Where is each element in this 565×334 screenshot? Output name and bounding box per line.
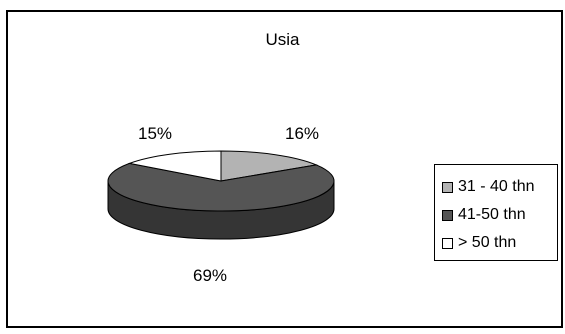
pie-slice-over-50 bbox=[127, 150, 222, 182]
legend-swatch-41-50 bbox=[442, 209, 453, 221]
legend-label-over-50: > 50 thn bbox=[458, 234, 517, 251]
legend-item-31-40: 31 - 40 thn bbox=[442, 173, 557, 201]
chart-frame bbox=[6, 10, 563, 328]
pie-slice-31-40 bbox=[220, 150, 319, 182]
slice-label-41-50: 69% bbox=[192, 266, 228, 285]
legend-swatch-over-50 bbox=[442, 237, 453, 249]
slice-label-over-50: 15% bbox=[137, 124, 173, 143]
legend: 31 - 40 thn 41-50 thn > 50 thn bbox=[434, 164, 558, 261]
legend-item-over-50: > 50 thn bbox=[442, 229, 557, 257]
legend-swatch-31-40 bbox=[442, 181, 453, 193]
legend-label-31-40: 31 - 40 thn bbox=[458, 178, 535, 195]
legend-label-41-50: 41-50 thn bbox=[458, 206, 526, 223]
pie-slice-41-50 bbox=[107, 162, 335, 212]
legend-item-41-50: 41-50 thn bbox=[442, 201, 557, 229]
chart-title: Usia bbox=[265, 30, 300, 49]
slice-label-31-40: 16% bbox=[284, 124, 320, 143]
